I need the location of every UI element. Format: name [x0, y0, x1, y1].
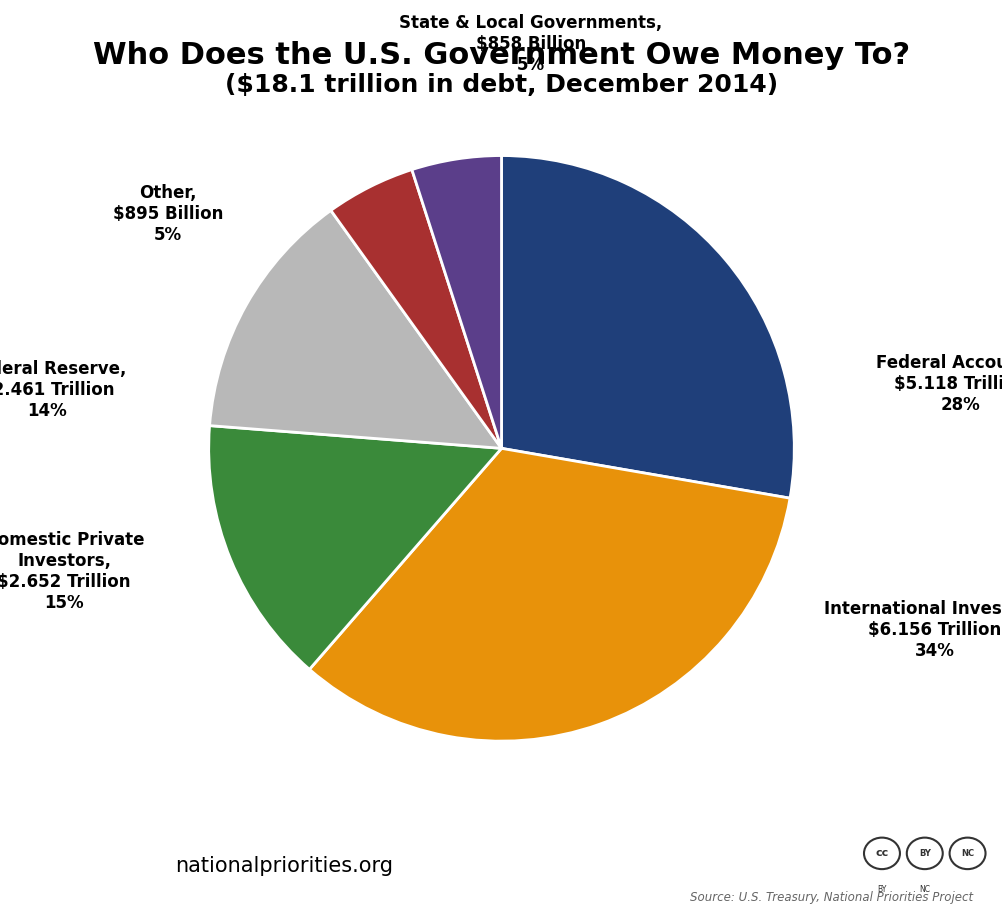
- Text: nationalpriorities.org: nationalpriorities.org: [175, 856, 393, 876]
- Text: Federal Reserve,
$2.461 Trillion
14%: Federal Reserve, $2.461 Trillion 14%: [0, 360, 126, 420]
- Text: cc: cc: [875, 848, 888, 858]
- Text: ($18.1 trillion in debt, December 2014): ($18.1 trillion in debt, December 2014): [224, 73, 778, 97]
- Text: Other,
$895 Billion
5%: Other, $895 Billion 5%: [113, 184, 223, 244]
- Text: NC: NC: [919, 885, 929, 894]
- Wedge shape: [209, 210, 501, 448]
- Text: Federal Accounts,
$5.118 Trillion
28%: Federal Accounts, $5.118 Trillion 28%: [876, 354, 1002, 414]
- Text: Source: U.S. Treasury, National Priorities Project: Source: U.S. Treasury, National Prioriti…: [689, 890, 972, 904]
- Text: ▲: ▲: [18, 835, 24, 845]
- Text: International Investors,
$6.156 Trillion
34%: International Investors, $6.156 Trillion…: [823, 600, 1002, 660]
- Wedge shape: [501, 156, 794, 498]
- Wedge shape: [208, 425, 501, 670]
- Text: State & Local Governments,
$858 Billion
5%: State & Local Governments, $858 Billion …: [399, 14, 661, 73]
- Text: BY: BY: [877, 885, 886, 894]
- Text: Domestic Private
Investors,
$2.652 Trillion
15%: Domestic Private Investors, $2.652 Trill…: [0, 531, 144, 611]
- Text: PROJECT: PROJECT: [53, 883, 96, 892]
- Wedge shape: [331, 169, 501, 448]
- Wedge shape: [412, 156, 501, 448]
- Text: BY: BY: [918, 849, 930, 858]
- Text: PRIORITIES: PRIORITIES: [15, 855, 134, 873]
- Text: NATIONAL: NATIONAL: [49, 835, 100, 845]
- Wedge shape: [310, 448, 790, 741]
- Text: Who Does the U.S. Government Owe Money To?: Who Does the U.S. Government Owe Money T…: [93, 41, 909, 70]
- Text: NC: NC: [960, 849, 973, 858]
